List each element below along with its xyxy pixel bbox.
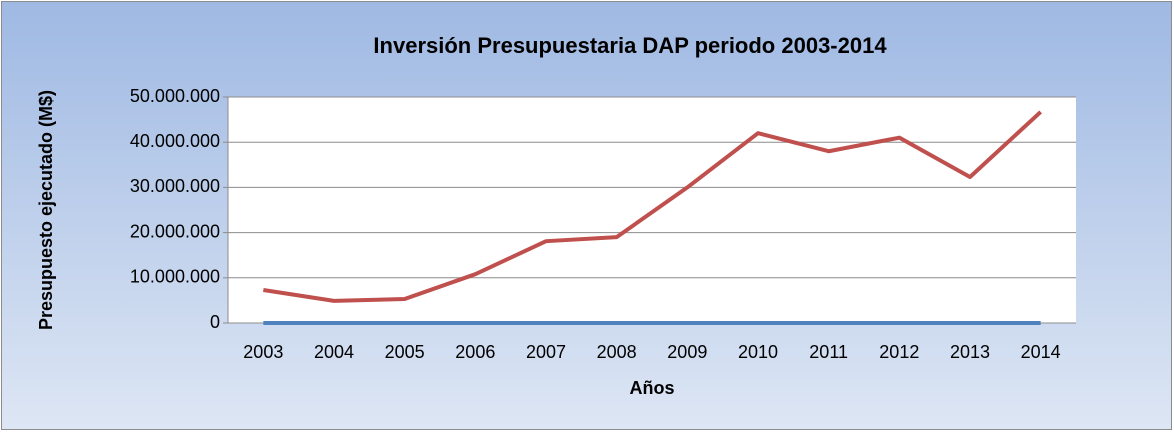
x-tick-label: 2012	[879, 342, 919, 362]
y-tick-label: 30.000.000	[130, 176, 220, 196]
y-tick-label: 40.000.000	[130, 131, 220, 151]
x-tick-label: 2014	[1021, 342, 1061, 362]
x-tick-label: 2006	[455, 342, 495, 362]
y-tick-label: 10.000.000	[130, 267, 220, 287]
x-tick-label: 2010	[738, 342, 778, 362]
y-tick-label: 0	[210, 312, 220, 332]
x-tick-label: 2013	[950, 342, 990, 362]
x-tick-label: 2009	[667, 342, 707, 362]
series-line	[263, 110, 1043, 303]
x-tick-label: 2004	[314, 342, 354, 362]
y-axis-label: Presupuesto ejecutado (M$)	[36, 90, 56, 330]
x-tick-label: 2005	[385, 342, 425, 362]
x-tick-label: 2008	[597, 342, 637, 362]
x-axis-label: Años	[630, 378, 675, 398]
x-tick-label: 2011	[809, 342, 848, 362]
x-tick-label: 2007	[526, 342, 566, 362]
y-tick-label: 20.000.000	[130, 221, 220, 241]
x-tick-label: 2003	[243, 342, 283, 362]
chart-title: Inversión Presupuestaria DAP periodo 200…	[373, 33, 887, 58]
y-tick-label: 50.000.000	[130, 86, 220, 106]
